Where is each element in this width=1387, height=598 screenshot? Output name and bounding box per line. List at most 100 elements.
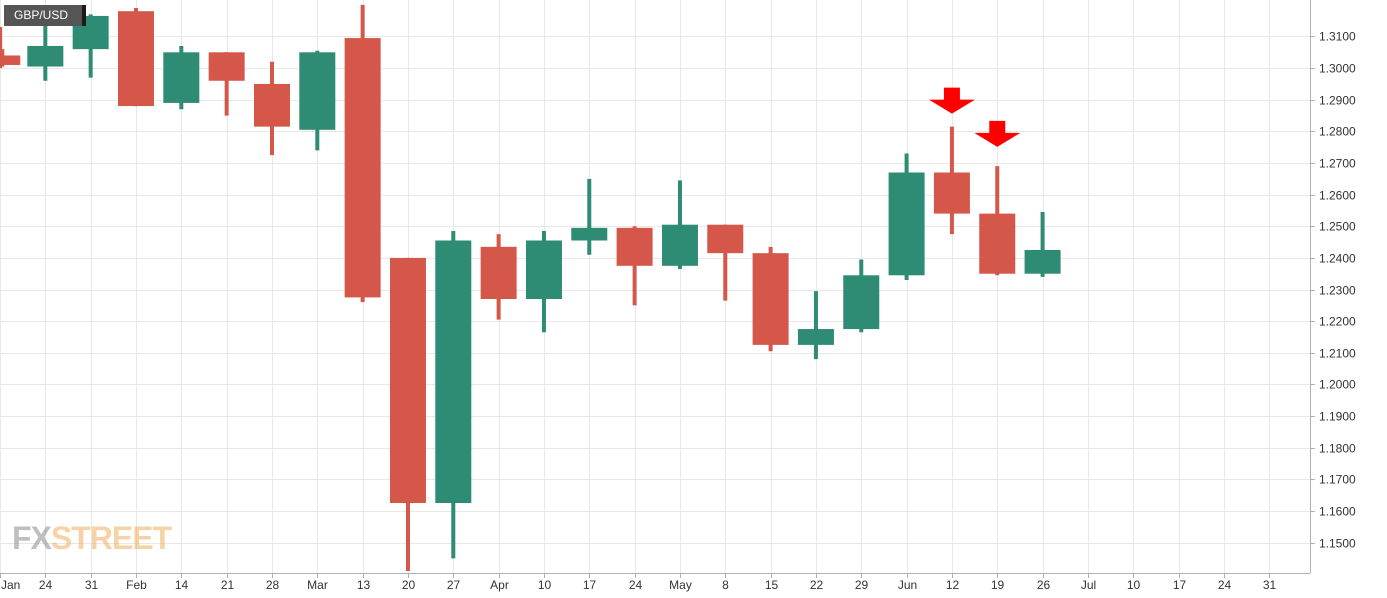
candle-body [525, 240, 562, 300]
candle-body [117, 11, 154, 107]
candle-body [661, 224, 698, 266]
candle-body [616, 227, 653, 266]
x-tick-label: Apr [490, 578, 509, 592]
bullish-candle [843, 259, 880, 333]
y-tick-label: 1.2700 [1319, 157, 1356, 171]
candle-body [480, 246, 517, 300]
down-arrow-marker-icon [928, 87, 975, 114]
x-tick-label: Jan [1, 578, 20, 592]
x-tick-label: 8 [722, 578, 729, 592]
grid-layer [0, 0, 1310, 573]
bearish-candle [0, 49, 21, 67]
x-tick-label: Jul [1081, 578, 1096, 592]
x-tick-label: 29 [855, 578, 869, 592]
bullish-candle [1024, 212, 1061, 277]
y-tick-label: 1.1900 [1319, 410, 1356, 424]
candle-body [571, 227, 608, 241]
x-tick-label: Jun [898, 578, 917, 592]
symbol-badge: GBP/USD [4, 5, 87, 26]
x-tick-label: 26 [1037, 578, 1051, 592]
y-tick-label: 1.2600 [1319, 189, 1356, 203]
y-tick-label: 1.1800 [1319, 442, 1356, 456]
candle-body [843, 275, 880, 330]
y-tick-label: 1.2800 [1319, 125, 1356, 139]
bearish-candle [480, 234, 517, 320]
bearish-candle [933, 126, 970, 235]
x-tick-label: 17 [583, 578, 597, 592]
x-tick-label: 10 [538, 578, 552, 592]
bearish-candle [707, 224, 744, 301]
y-tick-label: 1.2500 [1319, 220, 1356, 234]
x-tick-label: Feb [126, 578, 147, 592]
candle-body [979, 213, 1016, 274]
candle-body [0, 27, 3, 69]
logo-street: STREET [50, 520, 172, 556]
x-tick-label: 14 [175, 578, 189, 592]
candle-body [344, 38, 381, 298]
fxstreet-logo: FXSTREET [12, 520, 172, 557]
y-tick-label: 1.3100 [1319, 30, 1356, 44]
y-tick-label: 1.1600 [1319, 505, 1356, 519]
logo-fx: FX [12, 520, 52, 556]
x-tick-label: 21 [221, 578, 235, 592]
y-tick-label: 1.2000 [1319, 378, 1356, 392]
x-tick-label: 20 [402, 578, 416, 592]
y-tick-label: 1.2300 [1319, 284, 1356, 298]
candle-body [797, 329, 834, 345]
y-tick-label: 1.3000 [1319, 62, 1356, 76]
y-tick-label: 1.2900 [1319, 94, 1356, 108]
bearish-candle [344, 4, 381, 303]
bullish-candle [299, 50, 336, 151]
x-tick-label: 31 [85, 578, 99, 592]
candle-layer [0, 4, 1061, 572]
x-tick-label: May [669, 578, 692, 592]
y-tick-label: 1.1500 [1319, 537, 1356, 551]
candle-body [208, 52, 245, 81]
bullish-candle [525, 231, 562, 333]
x-tick-label: 17 [1173, 578, 1187, 592]
candle-body [299, 52, 336, 130]
bullish-candle [435, 231, 472, 559]
bearish-candle [616, 226, 653, 306]
candle-body [933, 172, 970, 214]
bullish-candle [797, 291, 834, 360]
down-arrow-marker-icon [974, 120, 1021, 147]
x-tick-label: 15 [765, 578, 779, 592]
y-tick-label: 1.1700 [1319, 473, 1356, 487]
bearish-candle [253, 61, 290, 156]
bearish-candle [0, 27, 3, 69]
bullish-candle [888, 153, 925, 281]
x-tick-label: 24 [39, 578, 53, 592]
x-tick-label: 22 [810, 578, 824, 592]
bearish-candle [979, 166, 1016, 276]
x-tick-label: 27 [447, 578, 461, 592]
bearish-candle [752, 246, 789, 352]
bullish-candle [661, 180, 698, 269]
marker-layer [928, 87, 1021, 147]
bullish-candle [571, 178, 608, 255]
x-tick-label: 24 [1218, 578, 1232, 592]
candle-body [163, 52, 200, 103]
x-tick-label: Mar [307, 578, 328, 592]
x-tick-label: 10 [1127, 578, 1141, 592]
candle-body [888, 172, 925, 276]
bullish-candle [163, 45, 200, 110]
axis-layer: 1.1500 1.1600 1.1700 1.1800 1.1900 1.2000 1.21… [0, 0, 1356, 592]
y-tick-label: 1.2200 [1319, 315, 1356, 329]
bearish-candle [117, 8, 154, 107]
x-tick-label: 31 [1263, 578, 1277, 592]
candle-body [27, 45, 64, 67]
x-tick-label: 19 [991, 578, 1005, 592]
y-tick-label: 1.2100 [1319, 347, 1356, 361]
candle-body [253, 83, 290, 127]
candle-body [707, 224, 744, 254]
candle-body [435, 240, 472, 504]
candle-body [0, 55, 21, 65]
bullish-candle [27, 19, 64, 81]
bearish-candle [208, 52, 245, 116]
bearish-candle [389, 257, 426, 572]
x-tick-label: 12 [946, 578, 960, 592]
candle-body [752, 253, 789, 345]
